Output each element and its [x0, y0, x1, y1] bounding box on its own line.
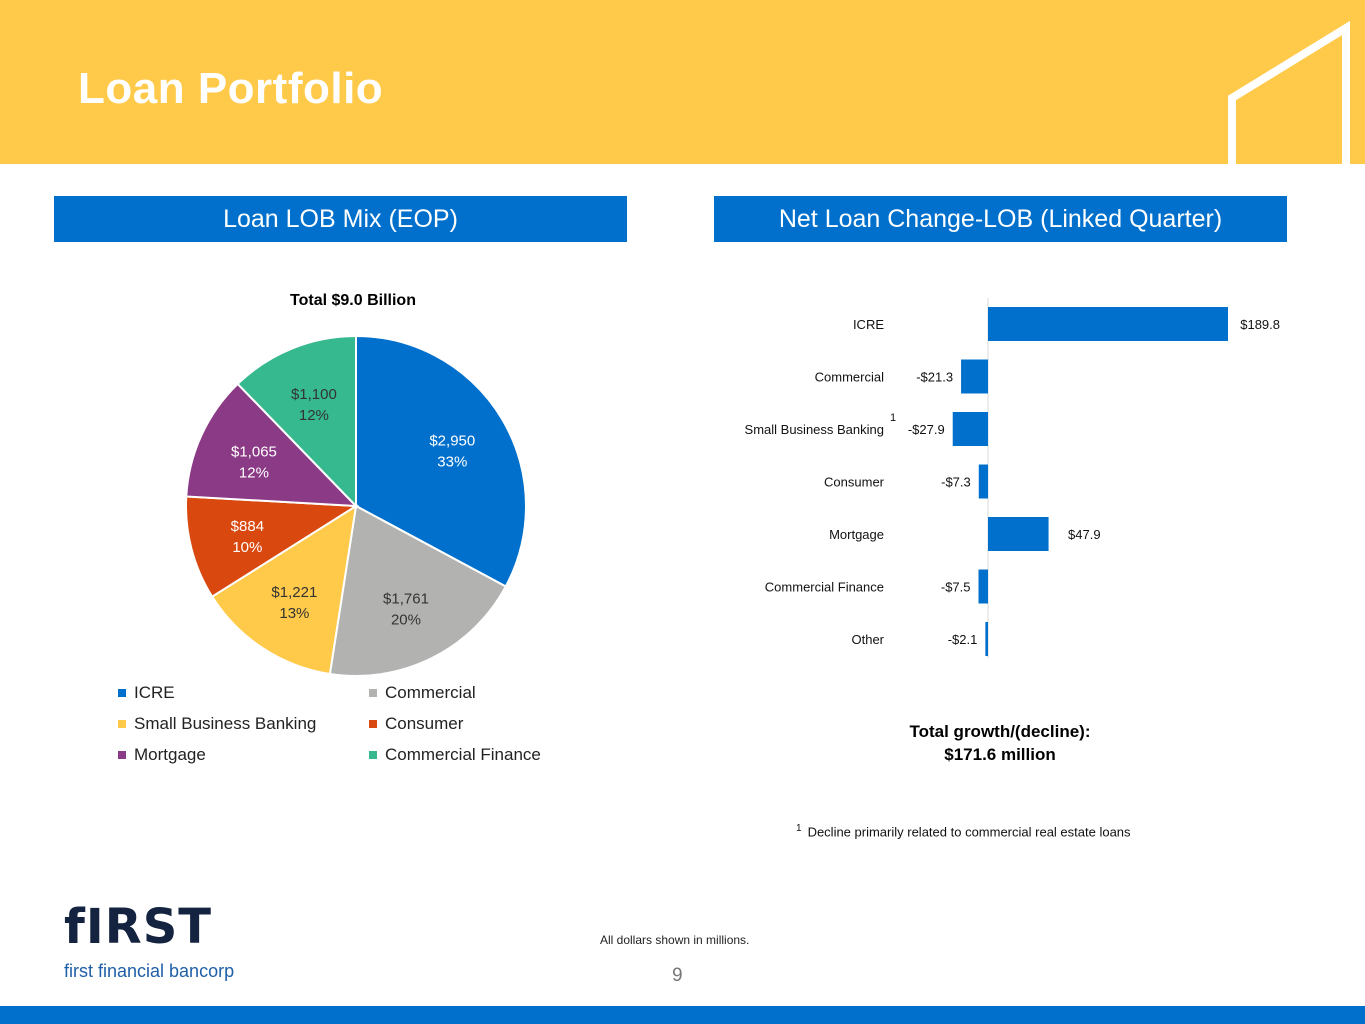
pie-percent-label: 10% — [232, 539, 262, 556]
bar-footnote-marker: 1 — [890, 412, 896, 424]
legend-swatch — [369, 751, 377, 759]
bar-value-label: -$27.9 — [908, 422, 945, 437]
pie-percent-label: 12% — [239, 464, 269, 481]
pie-slice-small-business-banking — [210, 503, 358, 676]
bar-value-label: $189.8 — [1240, 317, 1280, 332]
bar-category-label: Consumer — [824, 475, 885, 490]
legend-label: Consumer — [385, 714, 464, 733]
legend-label: Commercial — [385, 683, 476, 702]
pie-value-label: $2,950 — [429, 432, 475, 449]
loan-mix-pie-chart: $2,950 33% $1,761 20% $1,221 13% $884 10% $1,065… — [185, 334, 527, 677]
legend-label: Small Business Banking — [134, 714, 317, 733]
bar-category-label: Commercial — [815, 370, 884, 385]
bar-commercial-finance — [978, 569, 988, 604]
bar-category-label: Mortgage — [829, 527, 884, 542]
total-growth-value: $171.6 million — [944, 745, 1056, 764]
company-logo: fIRST first financial bancorp — [64, 902, 234, 982]
legend-swatch — [118, 751, 126, 759]
bar-value-label: -$21.3 — [916, 370, 953, 385]
pie-legend: ICRE Commercial Small Business Banking Cons… — [118, 682, 618, 766]
legend-item-small-business-banking: Small Business Banking — [118, 713, 369, 735]
net-loan-change-header: Net Loan Change-LOB (Linked Quarter) — [714, 196, 1287, 242]
bar-category-label: ICRE — [853, 317, 884, 332]
footnote: 1 Decline primarily related to commercial… — [796, 823, 1131, 839]
page-number: 9 — [672, 965, 683, 986]
legend-item-commercial-finance: Commercial Finance — [369, 744, 620, 766]
bar-commercial — [961, 359, 988, 394]
bar-value-label: -$7.5 — [941, 580, 971, 595]
legend-label: Commercial Finance — [385, 745, 541, 764]
pie-slice-icre — [355, 334, 527, 588]
pie-chart-title: Total $9.0 Billion — [290, 292, 416, 309]
pie-slice-commercial — [328, 504, 508, 677]
bar-other — [985, 622, 988, 656]
legend-item-consumer: Consumer — [369, 713, 620, 735]
disclaimer: All dollars shown in millions. — [600, 933, 750, 947]
bar-small-business-banking — [952, 412, 988, 446]
pie-percent-label: 12% — [299, 407, 329, 424]
bar-icre — [988, 307, 1228, 341]
bottom-bar — [0, 1006, 1365, 1024]
pie-slice-commercial-finance — [236, 334, 357, 509]
logo-tagline: first financial bancorp — [64, 961, 235, 981]
bar-value-label: $47.9 — [1068, 527, 1101, 542]
pie-value-label: $884 — [231, 518, 264, 535]
legend-swatch — [369, 689, 377, 697]
bar-category-label: Commercial Finance — [765, 580, 884, 595]
legend-swatch — [118, 720, 126, 728]
pie-value-label: $1,221 — [271, 584, 317, 601]
net-loan-change-bar-chart: ICRE $189.8 Commercial -$21.3 Small Business… — [745, 298, 1280, 658]
loan-mix-header: Loan LOB Mix (EOP) — [54, 196, 627, 242]
pie-slice-mortgage — [185, 382, 359, 508]
building-outline-icon — [1228, 20, 1350, 176]
bar-category-label: Other — [851, 632, 884, 647]
pie-value-label: $1,761 — [383, 590, 429, 607]
total-growth: Total growth/(decline): $171.6 million — [880, 720, 1120, 766]
bar-value-label: -$2.1 — [948, 632, 978, 647]
legend-item-icre: ICRE — [118, 682, 369, 704]
footnote-marker: 1 — [796, 823, 802, 834]
title-banner: Loan Portfolio — [0, 0, 1365, 176]
legend-item-commercial: Commercial — [369, 682, 620, 704]
total-growth-label: Total growth/(decline): — [909, 722, 1091, 741]
bar-mortgage — [988, 517, 1049, 551]
pie-slice-consumer — [185, 495, 360, 599]
pie-value-label: $1,065 — [231, 443, 277, 460]
pie-percent-label: 20% — [391, 611, 421, 628]
legend-label: ICRE — [134, 683, 175, 702]
legend-swatch — [369, 720, 377, 728]
page-title: Loan Portfolio — [78, 64, 384, 113]
legend-swatch — [118, 689, 126, 697]
bar-category-label: Small Business Banking — [745, 422, 884, 437]
pie-value-label: $1,100 — [291, 386, 337, 403]
bar-value-label: -$7.3 — [941, 475, 971, 490]
legend-label: Mortgage — [134, 745, 206, 764]
logo-mark: fIRST — [64, 899, 213, 955]
pie-percent-label: 33% — [437, 453, 467, 470]
bar-consumer — [978, 464, 988, 499]
footnote-text: Decline primarily related to commercial … — [807, 824, 1131, 840]
pie-percent-label: 13% — [279, 605, 309, 622]
legend-item-mortgage: Mortgage — [118, 744, 369, 766]
